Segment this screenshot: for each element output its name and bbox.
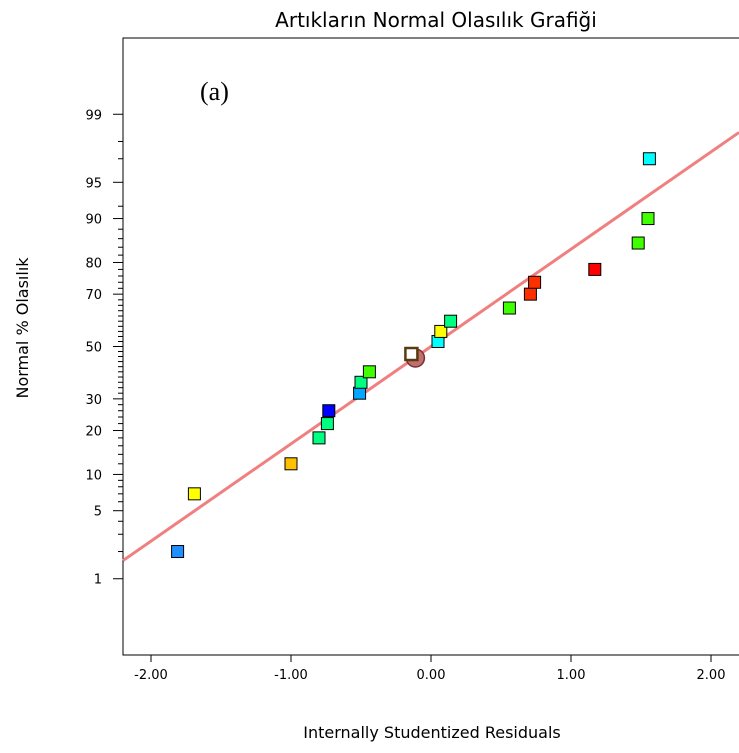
y-tick-label: 80 [85,256,102,271]
x-tick-label: 2.00 [697,668,726,683]
y-tick-label: 20 [85,425,102,440]
x-tick-label: -2.00 [134,668,168,683]
data-point [588,262,602,276]
y-tick-label: 99 [85,108,102,123]
data-point [523,287,537,301]
x-axis-label: Internally Studentized Residuals [303,723,560,742]
y-tick-label: 10 [85,468,102,483]
data-point [171,545,185,559]
data-point [404,346,419,362]
y-tick-label: 50 [85,341,102,356]
data-point [312,431,326,445]
data-point [528,275,542,289]
data-point [631,236,645,250]
panel-label: (a) [200,77,229,106]
data-point [502,301,516,315]
y-tick-label: 90 [85,213,102,228]
data-point [434,324,448,338]
y-tick-label: 1 [94,573,102,588]
y-tick-label: 30 [85,393,102,408]
reference-line [122,131,739,562]
y-axis: 1 5 10 20 30 50 70 80 90 95 99 [85,108,123,588]
x-axis: -2.00 -1.00 0.00 1.00 2.00 [134,655,725,683]
data-point [642,152,656,166]
x-tick-label: 0.00 [417,668,446,683]
x-tick-label: -1.00 [274,668,308,683]
chart-title: Artıkların Normal Olasılık Grafiği [275,8,597,32]
y-tick-label: 95 [85,176,102,191]
x-tick-label: 1.00 [557,668,586,683]
y-axis-label: Normal % Olasılık [13,257,32,399]
y-tick-label: 5 [94,505,102,520]
data-point [362,365,376,379]
data-point [353,386,367,400]
data-point [354,375,368,389]
data-point [284,457,298,471]
data-point [641,212,655,226]
data-point [322,404,336,418]
data-point [444,314,458,328]
data-point [320,417,334,431]
data-points [171,152,656,559]
data-point [187,487,201,501]
y-tick-label: 70 [85,288,102,303]
reference-line-group [122,131,739,562]
